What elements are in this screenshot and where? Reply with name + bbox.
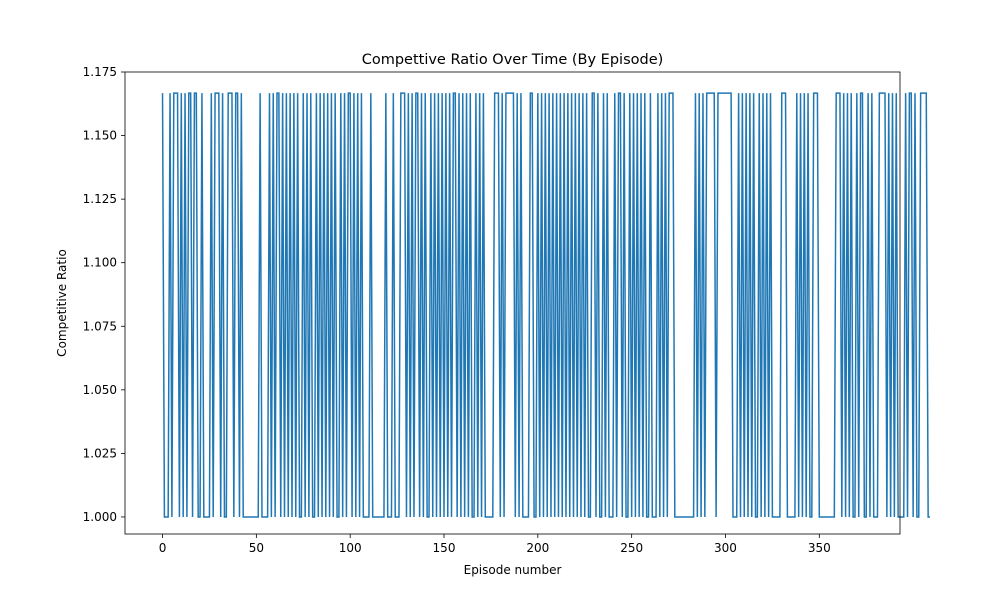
x-tick-label: 300 — [714, 541, 737, 555]
y-tick-label: 1.050 — [83, 383, 117, 397]
x-tick-label: 0 — [159, 541, 167, 555]
y-axis-title: Competitive Ratio — [55, 249, 69, 357]
x-axis-title: Episode number — [464, 563, 562, 577]
series-line — [161, 92, 931, 518]
x-tick-label: 250 — [620, 541, 643, 555]
y-tick-label: 1.025 — [83, 446, 117, 460]
chart-title: Compettive Ratio Over Time (By Episode) — [362, 52, 664, 68]
y-tick-label: 1.000 — [83, 510, 117, 524]
y-tick-label: 1.175 — [83, 65, 117, 79]
plot-frame — [124, 71, 901, 535]
y-tick-label: 1.075 — [83, 319, 117, 333]
y-axis: 1.000 1.025 1.050 1.075 1.100 1.125 1.150 1.175 — [83, 65, 125, 524]
x-tick-label: 350 — [808, 541, 831, 555]
y-tick-label: 1.150 — [83, 129, 117, 143]
y-tick-label: 1.100 — [83, 256, 117, 270]
y-tick-label: 1.125 — [83, 192, 117, 206]
series-layer — [161, 92, 931, 518]
x-tick-label: 100 — [339, 541, 362, 555]
x-tick-label: 150 — [433, 541, 456, 555]
x-tick-label: 200 — [526, 541, 549, 555]
x-tick-label: 50 — [249, 541, 264, 555]
x-axis: 0 50 100 150 200 250 300 350 — [159, 534, 831, 555]
